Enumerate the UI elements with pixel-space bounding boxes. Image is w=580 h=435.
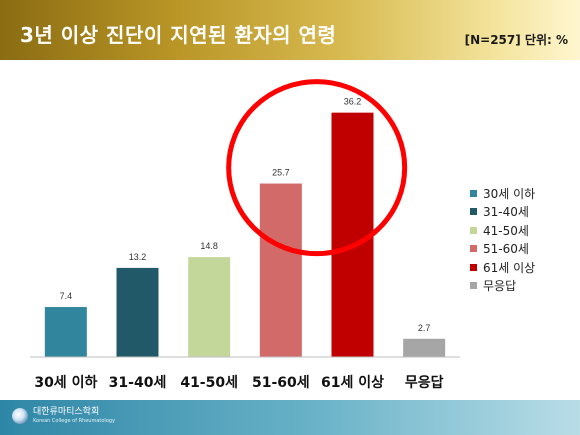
category-label-41-50세: 41-50세 — [180, 375, 238, 391]
data-label-41-50세: 14.8 — [200, 241, 218, 251]
slide-title: 3년 이상 진단이 지연된 환자의 연령 — [20, 23, 337, 47]
category-label-61세 이상: 61세 이상 — [321, 374, 384, 391]
legend-item: 51-60세 — [470, 240, 535, 259]
legend-label: 61세 이상 — [483, 260, 536, 275]
bar-61세 이상 — [331, 112, 374, 358]
legend-item: 41-50세 — [470, 221, 535, 240]
legend-item: 30세 이하 — [470, 184, 535, 203]
bar-30세 이하 — [44, 307, 87, 357]
legend-swatch — [470, 208, 477, 216]
data-label-61세 이상: 36.2 — [344, 97, 362, 107]
legend-label: 무응답 — [483, 279, 517, 294]
data-label-무응답: 2.7 — [418, 323, 431, 333]
legend-item: 무응답 — [470, 277, 535, 296]
legend-swatch — [470, 245, 477, 253]
legend-swatch — [470, 226, 477, 234]
footer-bar: 대한류마티스학회 Korean College of Rheumatology — [0, 400, 580, 435]
category-label-31-40세: 31-40세 — [109, 375, 167, 391]
unit-note: [N=257] 단위: % — [464, 33, 568, 47]
legend-label: 41-50세 — [483, 223, 529, 238]
bar-31-40세 — [116, 267, 159, 357]
title-bar — [0, 0, 580, 60]
legend-swatch — [470, 282, 477, 290]
org-emblem-icon — [12, 408, 28, 424]
legend-item: 61세 이상 — [470, 258, 535, 277]
legend-label: 31-40세 — [483, 205, 529, 220]
category-label-무응답: 무응답 — [405, 374, 444, 391]
highlight-circle — [226, 79, 408, 257]
data-label-30세 이하: 7.4 — [60, 291, 73, 301]
bar-51-60세 — [259, 183, 302, 357]
data-label-51-60세: 25.7 — [272, 168, 290, 178]
org-logo: 대한류마티스학회 Korean College of Rheumatology — [12, 408, 115, 424]
legend-swatch — [470, 263, 477, 271]
legend-label: 30세 이하 — [483, 186, 536, 201]
org-name-en: Korean College of Rheumatology — [33, 418, 116, 424]
category-label-51-60세: 51-60세 — [252, 375, 310, 391]
category-label-30세 이하: 30세 이하 — [34, 374, 97, 391]
legend-item: 31-40세 — [470, 203, 535, 222]
legend-swatch — [470, 189, 477, 197]
org-name: 대한류마티스학회 — [33, 407, 100, 417]
legend-label: 51-60세 — [483, 242, 529, 257]
bar-무응답 — [403, 338, 446, 357]
bar-41-50세 — [188, 257, 231, 357]
data-label-31-40세: 13.2 — [129, 252, 147, 262]
